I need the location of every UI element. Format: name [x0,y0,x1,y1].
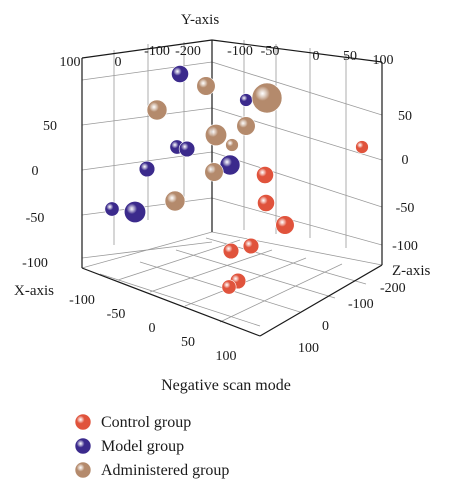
grid-line [211,107,383,161]
grid-line [211,197,383,246]
y-tick-label: 100 [373,53,394,68]
model-group-point [123,200,147,224]
legend-marker [74,437,92,455]
grid-line [99,273,261,327]
grid-line [149,249,273,293]
model-group-point [138,160,156,178]
legend-label: Model group [101,438,184,455]
model-group-point [104,201,120,217]
z-tick-label: 50 [43,119,57,134]
administered-group-point [236,116,256,136]
grid-line [211,231,383,266]
grid-line [81,197,213,216]
z-tick-label: 0 [32,164,39,179]
legend-marker [74,413,92,431]
administered-group-point [146,99,168,121]
x-tick-label: 100 [216,349,237,364]
grid-line [81,61,213,81]
z-tick-label: -100 [22,256,48,271]
administered-group-point [204,162,224,182]
administered-group-point [164,190,186,212]
y-tick-label: -200 [175,44,201,59]
control-group-point [242,237,260,255]
legend-label: Control group [101,414,191,431]
axis-line [81,267,261,337]
control-group-point [222,242,240,260]
grid-line [211,61,383,116]
model-group-point [178,140,196,158]
y-tick-label: 100 [60,55,81,70]
grid-line [211,151,383,208]
grid-line [139,261,301,313]
z-tick-label: -100 [392,239,418,254]
z-tick-label: -50 [26,211,45,226]
z-tick-label: -50 [396,201,415,216]
control-group-point [256,166,274,184]
z-axis-title: Z-axis [392,263,430,279]
grid-line [117,239,241,281]
model-group-point [239,93,253,107]
administered-group-point [196,76,216,96]
x-tick-label: -50 [107,307,126,322]
grid-line [81,107,213,126]
control-group-point [275,215,295,235]
chart-subtitle: Negative scan mode [161,377,291,394]
data-points [104,65,369,295]
administered-group-point [204,123,228,147]
legend-marker [74,461,92,479]
x-tick-label: 50 [181,335,195,350]
y-tick-label: -100 [227,44,253,59]
z-tick-label: 50 [398,109,412,124]
x-tick-label: -100 [69,293,95,308]
legend: Control group Model group Administered gro… [74,413,229,479]
control-group-point [355,140,369,154]
axis-line [259,264,383,337]
z-tick-label: 0 [402,153,409,168]
model-group-point [171,65,189,83]
grid-line [81,231,213,269]
y-tick-label: 0 [115,55,122,70]
axis-line [81,39,213,59]
y-tick-label: -100 [144,44,170,59]
y-axis-title: Y-axis [181,12,219,28]
administered-group-point [251,82,283,114]
axis-line [211,39,383,63]
depth-tick-label: -100 [348,297,374,312]
x-axis-title: X-axis [14,283,54,299]
y-tick-label: 50 [343,49,357,64]
administered-group-point [225,138,239,152]
control-group-point [221,279,237,295]
legend-label: Administered group [101,462,229,479]
control-group-point [257,194,275,212]
depth-tick-label: 0 [322,319,329,334]
grid-line [175,249,336,299]
y-tick-label: -50 [261,44,280,59]
depth-tick-label: 100 [298,341,319,356]
y-tick-label: 0 [313,49,320,64]
x-tick-label: 0 [149,321,156,336]
depth-tick-label: -200 [380,281,406,296]
grid-line [219,263,343,323]
tick-labels: 100 0-100 -200 -100 -50 0 50 100500-50-100500-5… [22,44,418,364]
